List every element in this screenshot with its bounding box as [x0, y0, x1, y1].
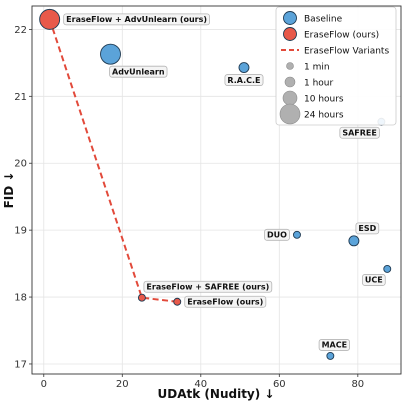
- label-box: [264, 228, 290, 241]
- legend-label: 1 min: [304, 62, 330, 72]
- point-label-eraseflow-advunlearn-ours: EraseFlow + AdvUnlearn (ours): [63, 13, 210, 26]
- legend-label: 10 hours: [304, 94, 344, 104]
- x-tick-label: 20: [116, 379, 129, 390]
- x-axis-label: UDAtk (Nudity) ↓: [158, 387, 275, 401]
- label-box: [143, 280, 273, 293]
- label-text: AdvUnlearn: [112, 67, 165, 76]
- label-box: [362, 274, 386, 286]
- plot-frame: [31, 5, 402, 375]
- legend-item-24-hours: 24 hours: [279, 103, 344, 125]
- point-r-a-c-e: [238, 62, 250, 74]
- label-box: [184, 295, 267, 308]
- point-advunlearn: [100, 43, 121, 65]
- point-mace: [326, 351, 335, 360]
- point-label-eraseflow-safree-ours: EraseFlow + SAFREE (ours): [143, 280, 273, 293]
- point-duo: [293, 230, 301, 239]
- label-box: [63, 13, 210, 26]
- x-tick-label: 60: [273, 379, 286, 390]
- label-text: EraseFlow + SAFREE (ours): [146, 282, 269, 291]
- legend-label: EraseFlow (ours): [304, 30, 379, 40]
- legend-item-1-min: 1 min: [286, 62, 330, 72]
- legend-label: 1 hour: [304, 78, 334, 88]
- legend-marker: [282, 90, 298, 106]
- label-text: EraseFlow (ours): [187, 297, 263, 306]
- y-tick-label: 17: [14, 359, 27, 370]
- legend-item-baseline: Baseline: [283, 11, 343, 25]
- legend-label: Baseline: [304, 14, 343, 24]
- legend-item-eraseflow-ours: EraseFlow (ours): [283, 27, 379, 41]
- point-uce: [383, 265, 392, 273]
- point-label-r-a-c-e: R.A.C.E: [224, 74, 264, 86]
- label-text: ESD: [358, 224, 376, 233]
- point-label-safree: SAFREE: [339, 126, 380, 139]
- label-text: R.A.C.E: [227, 76, 260, 85]
- legend-item-eraseflow-variants: EraseFlow Variants: [281, 46, 389, 56]
- tick-labels: 0 20 40 60 80 17 18 19 20 21 22: [14, 25, 364, 390]
- label-box: [355, 222, 380, 235]
- point-eraseflow-safree-ours: [137, 293, 146, 302]
- label-text: MACE: [322, 341, 348, 350]
- label-box: [318, 339, 350, 351]
- x-tick-label: 40: [194, 379, 207, 390]
- point-eraseflow-advunlearn-ours: [39, 8, 61, 30]
- legend-marker: [283, 11, 297, 25]
- y-tick-label: 18: [14, 293, 27, 304]
- legend-box: [275, 6, 397, 126]
- point-label-advunlearn: AdvUnlearn: [109, 65, 168, 78]
- point-label-uce: UCE: [362, 274, 386, 286]
- legend-marker: [283, 27, 297, 41]
- label-text: DUO: [267, 231, 287, 240]
- erasefow-variants-line: [48, 19, 178, 303]
- legend: Baseline EraseFlow (ours) EraseFlow Varian…: [275, 6, 397, 126]
- legend-marker: [279, 103, 301, 125]
- x-tick-label: 80: [351, 379, 364, 390]
- label-text: UCE: [365, 276, 383, 285]
- legend-item-1-hour: 1 hour: [284, 76, 334, 88]
- legend-label: 24 hours: [304, 110, 344, 120]
- variants-line-layer: [48, 19, 178, 303]
- point-label-esd: ESD: [355, 222, 380, 235]
- point-label-duo: DUO: [264, 228, 290, 241]
- y-tick-label: 19: [14, 226, 27, 237]
- point-esd: [348, 235, 360, 247]
- x-tick-label: 0: [41, 379, 47, 390]
- label-text: EraseFlow + AdvUnlearn (ours): [66, 15, 207, 24]
- y-tick-label: 20: [14, 159, 27, 170]
- point-label-eraseflow-ours: EraseFlow (ours): [184, 295, 267, 308]
- y-tick-label: 21: [14, 92, 27, 103]
- point-label-mace: MACE: [318, 339, 350, 351]
- point-labels: EraseFlow + AdvUnlearn (ours) AdvUnlearn R…: [63, 13, 386, 351]
- label-text: SAFREE: [342, 128, 377, 137]
- point-eraseflow-ours: [173, 297, 182, 306]
- label-box: [339, 126, 380, 139]
- legend-marker: [286, 62, 294, 70]
- y-tick-label: 22: [14, 25, 27, 36]
- y-axis-label: FID ↓: [2, 172, 16, 209]
- legend-marker: [284, 76, 296, 88]
- label-box: [224, 74, 264, 86]
- legend-label: EraseFlow Variants: [304, 46, 389, 56]
- label-box: [109, 65, 168, 78]
